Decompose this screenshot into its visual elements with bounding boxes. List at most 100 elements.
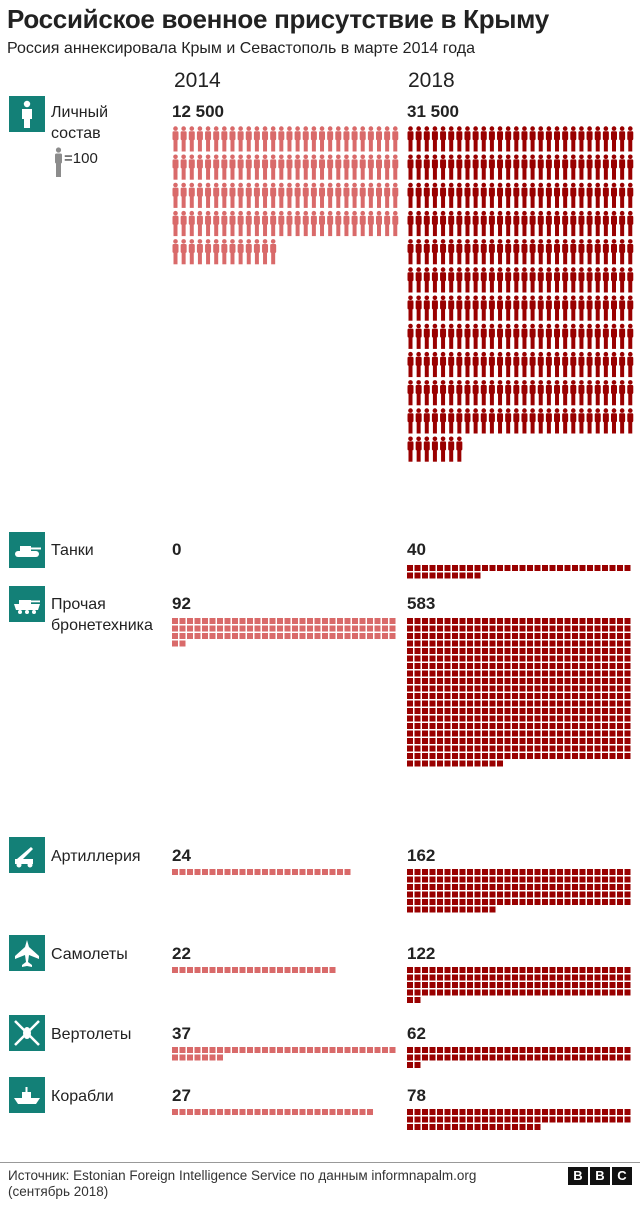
personnel-2018-person bbox=[562, 380, 569, 406]
armored-2018-unit bbox=[549, 663, 556, 669]
personnel-2018-person bbox=[472, 239, 479, 265]
ships-2014-unit bbox=[224, 1109, 231, 1115]
armored-2018-unit bbox=[429, 648, 436, 654]
personnel-2018-person bbox=[480, 408, 487, 434]
planes-2018-unit bbox=[624, 967, 631, 973]
personnel-2018-person bbox=[423, 126, 430, 152]
personnel-2014-person bbox=[205, 154, 212, 180]
personnel-2014-person bbox=[376, 154, 382, 180]
armored-2018-unit bbox=[429, 678, 436, 684]
ships-2018-unit bbox=[564, 1109, 571, 1115]
planes-2018-unit bbox=[437, 967, 443, 973]
armored-2018-unit bbox=[429, 738, 436, 744]
personnel-2018-person bbox=[562, 210, 569, 237]
personnel-2018-person bbox=[545, 408, 552, 434]
personnel-2018-person bbox=[440, 351, 447, 378]
armored-2018-unit bbox=[624, 753, 631, 759]
planes-2018-unit bbox=[459, 989, 466, 996]
artillery-2018-unit bbox=[527, 884, 533, 890]
personnel-2018-person bbox=[586, 351, 593, 378]
armored-2018-unit bbox=[534, 655, 541, 662]
planes-2018-unit bbox=[407, 997, 413, 1003]
planes-2018-unit bbox=[617, 982, 623, 988]
armored-2018-unit bbox=[527, 753, 533, 759]
armored-2018-unit bbox=[587, 753, 593, 759]
artillery-2018-unit bbox=[467, 899, 473, 905]
value-ships-2018: 78 bbox=[407, 1086, 426, 1105]
armored-2018-unit bbox=[482, 655, 488, 662]
personnel-2018-person bbox=[521, 239, 528, 265]
armored-2018-unit bbox=[444, 745, 451, 752]
helicopters-2018-unit bbox=[557, 1054, 563, 1061]
armored-2014-unit bbox=[202, 625, 208, 632]
personnel-2018-person bbox=[554, 239, 561, 265]
personnel-2018-person bbox=[423, 267, 430, 293]
personnel-2014-person bbox=[253, 154, 260, 180]
armored-2018-unit bbox=[512, 708, 518, 714]
armored-2018-unit bbox=[594, 685, 601, 692]
planes-2018-unit bbox=[437, 982, 443, 988]
artillery-2018-unit bbox=[594, 899, 601, 905]
personnel-2018-person bbox=[578, 408, 585, 434]
armored-2018-unit bbox=[429, 730, 436, 737]
armored-2018-unit bbox=[542, 700, 548, 707]
personnel-2018-person bbox=[619, 182, 626, 208]
armored-2018-unit bbox=[482, 663, 488, 669]
armored-2018-unit bbox=[609, 715, 616, 722]
personnel-2018-person bbox=[619, 380, 626, 406]
personnel-2018-person bbox=[545, 380, 552, 406]
artillery-2018-unit bbox=[467, 876, 473, 883]
value-artillery-2018: 162 bbox=[407, 846, 436, 865]
personnel-2014-person bbox=[172, 182, 179, 208]
armored-2018-unit bbox=[572, 625, 578, 632]
armored-2018-unit bbox=[452, 723, 458, 729]
personnel-2014-person bbox=[245, 210, 252, 237]
artillery-2018-unit bbox=[579, 876, 586, 883]
ships-2018-unit bbox=[437, 1116, 443, 1123]
personnel-2014-person bbox=[294, 154, 301, 180]
armored-2018-unit bbox=[519, 678, 526, 684]
armored-2018-unit bbox=[474, 625, 481, 632]
helicopters-2018-unit bbox=[579, 1054, 586, 1061]
personnel-2018-person bbox=[578, 295, 585, 321]
armored-2014-unit bbox=[307, 633, 313, 639]
personnel-2018-person bbox=[570, 182, 577, 208]
helicopters-2014-unit bbox=[202, 1047, 208, 1053]
personnel-2014-person bbox=[367, 210, 374, 237]
personnel-2018-person bbox=[497, 182, 504, 208]
planes-2014-unit bbox=[194, 967, 201, 973]
armored-2014-unit bbox=[359, 633, 366, 639]
personnel-2014-person bbox=[229, 210, 236, 237]
armored-2018-unit bbox=[497, 670, 503, 677]
helicopters-2018-unit bbox=[572, 1054, 578, 1061]
artillery-2018-unit bbox=[422, 891, 428, 898]
personnel-2014-person bbox=[221, 210, 228, 237]
armored-2018-unit bbox=[414, 753, 421, 759]
personnel-2018-person bbox=[513, 126, 520, 152]
artillery-2018-unit bbox=[519, 869, 526, 875]
armored-2018-unit bbox=[587, 715, 593, 722]
personnel-2018-person bbox=[611, 380, 617, 406]
armored-2018-unit bbox=[534, 738, 541, 744]
ships-2018-unit bbox=[459, 1124, 466, 1130]
planes-2018-unit bbox=[557, 974, 563, 981]
category-label-artillery: Артиллерия bbox=[51, 848, 141, 865]
armored-2018-unit bbox=[444, 648, 451, 654]
armored-2018-unit bbox=[587, 738, 593, 744]
personnel-2018-person bbox=[529, 239, 536, 265]
personnel-2018-person bbox=[456, 436, 463, 462]
armored-2018-unit bbox=[557, 633, 563, 639]
armored-2018-unit bbox=[437, 655, 443, 662]
armored-2018-unit bbox=[504, 723, 511, 729]
artillery-2018-unit bbox=[564, 869, 571, 875]
helicopters-2018-unit bbox=[527, 1047, 533, 1053]
personnel-2014-person bbox=[351, 126, 358, 152]
armored-2018-unit bbox=[594, 693, 601, 699]
planes-2018-unit bbox=[602, 982, 608, 988]
artillery-2018-unit bbox=[512, 884, 518, 890]
personnel-2018-person bbox=[423, 154, 430, 180]
personnel-2014-person bbox=[229, 239, 236, 265]
armored-2018-unit bbox=[459, 670, 466, 677]
personnel-2018-person bbox=[554, 154, 561, 180]
armored-2018-unit bbox=[444, 715, 451, 722]
